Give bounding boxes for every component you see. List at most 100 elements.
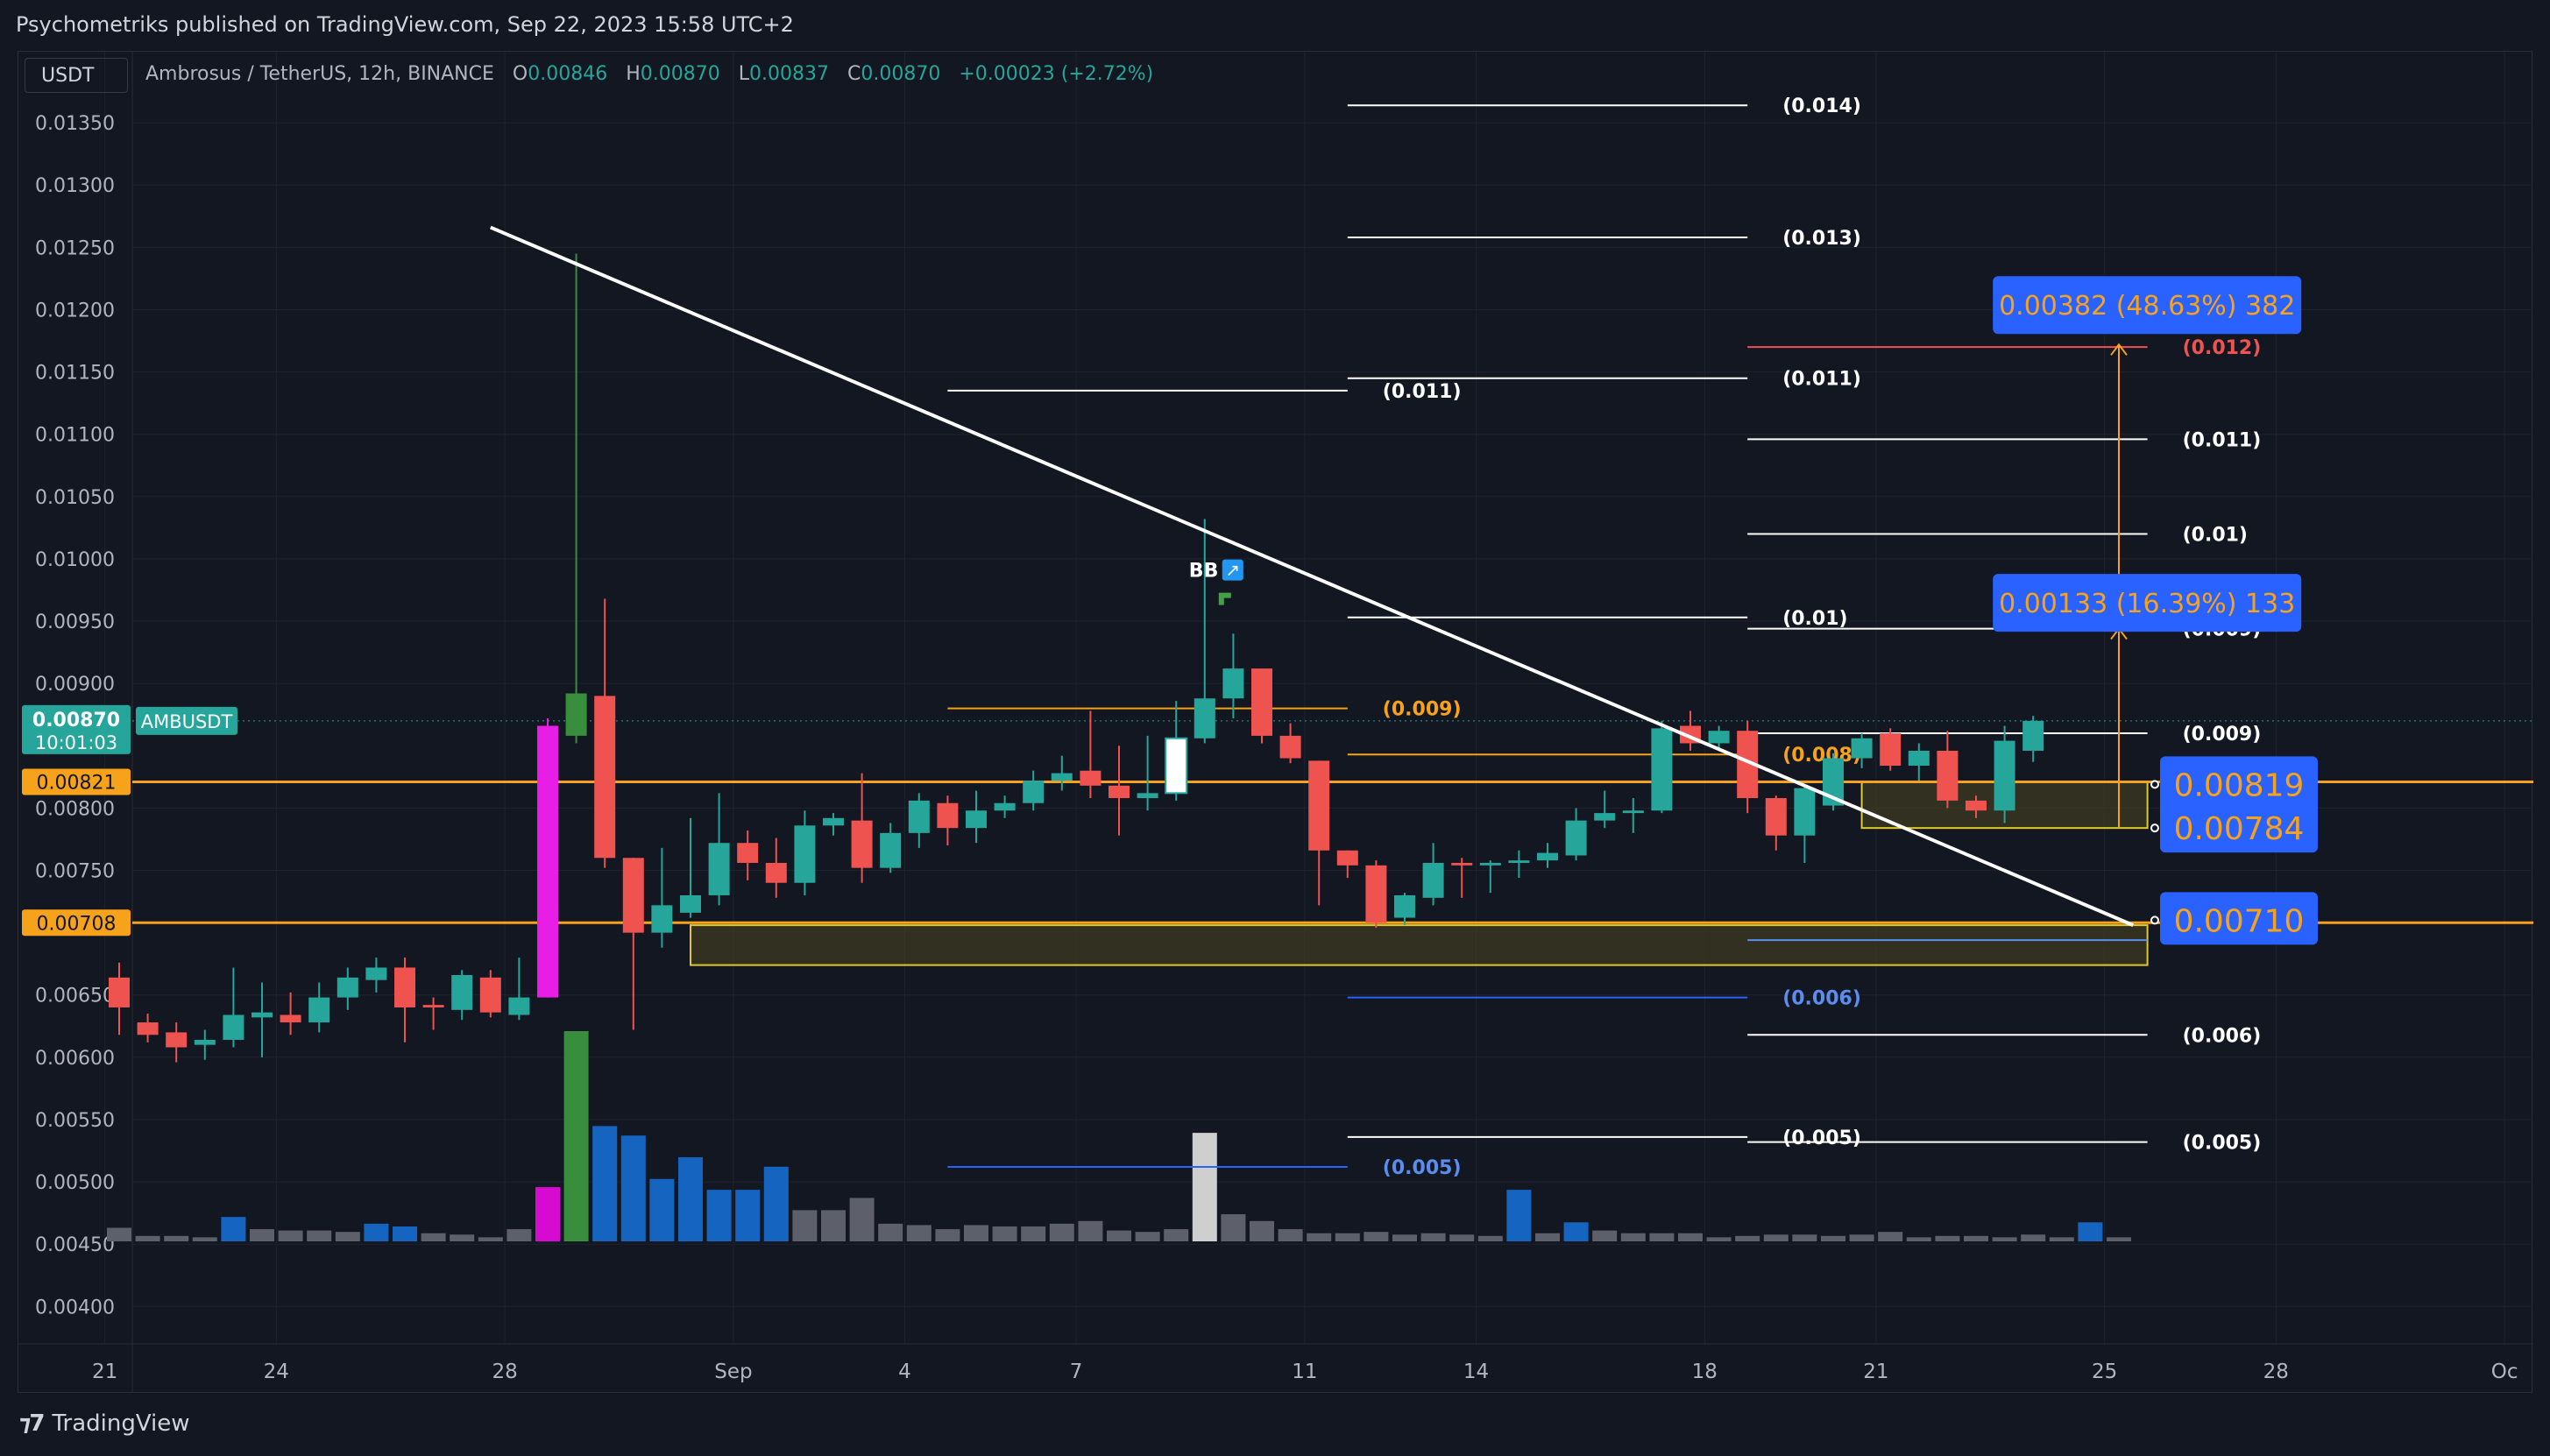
candle-body	[1851, 738, 1873, 759]
volume-bar	[763, 1166, 789, 1241]
x-tick-label: 25	[2092, 1361, 2117, 1383]
price-label-box	[2160, 756, 2318, 809]
volume-bar	[792, 1210, 818, 1241]
price-label-box	[2160, 892, 2318, 945]
candle-body	[1422, 862, 1444, 898]
price-label-box	[2160, 800, 2318, 853]
current-price-box	[22, 704, 131, 754]
candle-body	[1508, 860, 1530, 863]
volume-bar	[1049, 1223, 1074, 1241]
candle-body	[508, 997, 530, 1015]
projection-arrow	[2110, 343, 2128, 356]
candle-body	[1080, 770, 1101, 786]
current-price-value: 0.00870	[32, 710, 120, 732]
high-value: 0.00870	[640, 63, 720, 85]
volume-bar	[1307, 1233, 1332, 1241]
volume-bar	[821, 1210, 846, 1241]
x-tick-label: 28	[2263, 1361, 2289, 1383]
chart-area[interactable]: 0.01350 0.01300 0.01250 0.01200 0.01150 0.011…	[18, 51, 2533, 1394]
fib-retracement: (0.014) (0.013) (0.011) (0.01) (0.005)	[1347, 95, 1861, 1149]
volume-bar	[393, 1226, 417, 1241]
volume-bar	[250, 1229, 274, 1241]
volume-bar	[1250, 1220, 1274, 1241]
x-tick-label: Oc	[2491, 1361, 2518, 1383]
x-tick-label: 24	[264, 1361, 289, 1383]
volume-bar	[992, 1226, 1017, 1241]
candle-body	[1336, 850, 1358, 866]
candle-body	[1765, 798, 1787, 836]
y-tick-label: 0.01200	[35, 300, 115, 322]
x-tick-label: 11	[1292, 1361, 1317, 1383]
measure-label: 0.00133 (16.39%) 133	[1993, 574, 2302, 633]
volume-bar	[1364, 1232, 1389, 1241]
fib-level-label: (0.013)	[1782, 228, 1861, 250]
candle-body	[737, 843, 759, 863]
price-label: 0.00784	[2150, 800, 2318, 853]
volume-bar	[1878, 1232, 1903, 1241]
candle-body	[1222, 668, 1244, 699]
y-tick-label: 0.01300	[35, 175, 115, 197]
volume-bar	[1706, 1237, 1732, 1241]
volume-bar	[678, 1157, 703, 1241]
volume-bar	[1992, 1237, 2017, 1241]
price-label-anchor	[2150, 780, 2159, 789]
candle-body	[1137, 793, 1158, 799]
candle-body	[537, 725, 558, 998]
fib-retracement: (0.011)	[947, 381, 1462, 403]
currency-selector[interactable]: USDT	[25, 58, 128, 93]
x-tick-label: 7	[1070, 1361, 1083, 1383]
grid-lines	[104, 52, 2533, 1344]
candle-body	[479, 977, 501, 1013]
tradingview-logo-icon: ⁊7	[19, 1410, 45, 1437]
volume-bar	[592, 1126, 618, 1241]
bb-signal: BB ↗	[1189, 559, 1243, 605]
change-value: +0.00023 (+2.72%)	[959, 63, 1154, 85]
bar-countdown: 10:01:03	[35, 732, 117, 753]
candle-body	[137, 1022, 159, 1035]
candle-body	[651, 905, 673, 933]
tradingview-brand: TradingView	[52, 1410, 190, 1437]
volume-bar	[1021, 1226, 1046, 1241]
candle-body	[966, 810, 987, 829]
x-tick-label: 28	[492, 1361, 517, 1383]
signal-text: BB	[1189, 561, 1219, 583]
volume-bar	[478, 1237, 503, 1241]
candle-body	[1279, 735, 1301, 759]
volume-bar	[1592, 1230, 1618, 1241]
volume-bar	[1735, 1235, 1760, 1241]
y-tick-label: 0.00400	[35, 1297, 115, 1318]
volume-bar	[1135, 1232, 1160, 1241]
volume-bar	[735, 1190, 761, 1241]
volume-bar	[1849, 1234, 1874, 1241]
volume-bar	[506, 1229, 532, 1241]
y-tick-label: 0.00450	[35, 1234, 115, 1256]
candle-body	[1479, 862, 1501, 866]
price-label-text: 0.00819	[2174, 767, 2305, 803]
candle-body	[1594, 813, 1616, 821]
volume-bar	[278, 1230, 303, 1241]
price-chart[interactable]: 0.01350 0.01300 0.01250 0.01200 0.01150 0.011…	[18, 52, 2533, 1394]
volume-bar	[1164, 1229, 1189, 1241]
y-tick-label: 0.00600	[35, 1048, 115, 1070]
x-tick-label: 21	[92, 1361, 117, 1383]
candle-body	[1537, 852, 1558, 861]
y-tick-label: 0.00500	[35, 1172, 115, 1194]
footer: ⁊7 TradingView	[0, 1393, 2550, 1456]
measure-label-box	[1993, 276, 2302, 335]
candle-body	[1708, 731, 1730, 744]
x-tick-label: 14	[1463, 1361, 1489, 1383]
candle-body	[1937, 750, 1959, 801]
candle-body	[2022, 720, 2044, 751]
volume-bar	[450, 1234, 475, 1241]
fib-retracement: (0.008)	[1347, 745, 1861, 767]
candle-body	[1451, 862, 1473, 866]
candle-body	[451, 974, 473, 1010]
signal-arrow-icon: ↗	[1225, 560, 1240, 581]
fib-level-label: (0.005)	[2183, 1133, 2262, 1155]
candle-body	[1109, 785, 1130, 799]
tradingview-logo[interactable]: ⁊7 TradingView	[19, 1410, 190, 1437]
candle-body	[308, 997, 330, 1023]
candle-body	[194, 1039, 216, 1045]
candle-body	[1365, 865, 1387, 923]
measure-label: 0.00382 (48.63%) 382	[1993, 276, 2302, 335]
